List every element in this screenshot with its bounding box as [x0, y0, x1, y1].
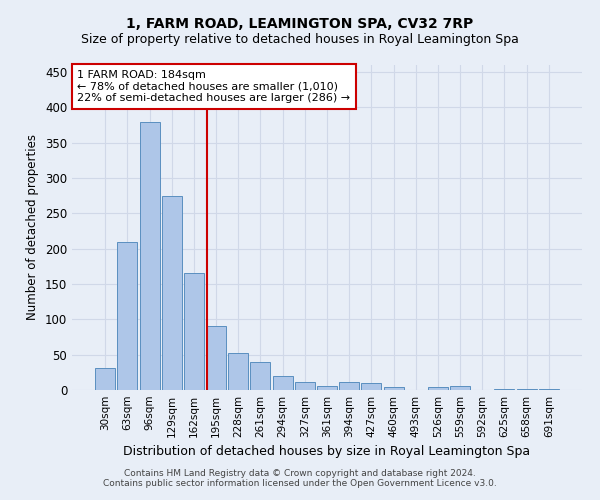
- Bar: [118, 242, 137, 390]
- Bar: [228, 354, 248, 390]
- Bar: [162, 196, 182, 390]
- Bar: [250, 362, 271, 390]
- Bar: [295, 382, 315, 390]
- Bar: [140, 122, 160, 390]
- Bar: [339, 382, 359, 390]
- Bar: [317, 386, 337, 390]
- X-axis label: Distribution of detached houses by size in Royal Leamington Spa: Distribution of detached houses by size …: [124, 446, 530, 458]
- Y-axis label: Number of detached properties: Number of detached properties: [26, 134, 40, 320]
- Text: Size of property relative to detached houses in Royal Leamington Spa: Size of property relative to detached ho…: [81, 32, 519, 46]
- Bar: [95, 368, 115, 390]
- Text: Contains HM Land Registry data © Crown copyright and database right 2024.: Contains HM Land Registry data © Crown c…: [124, 468, 476, 477]
- Text: Contains public sector information licensed under the Open Government Licence v3: Contains public sector information licen…: [103, 478, 497, 488]
- Bar: [383, 387, 404, 390]
- Bar: [539, 388, 559, 390]
- Bar: [361, 383, 382, 390]
- Bar: [494, 388, 514, 390]
- Text: 1 FARM ROAD: 184sqm
← 78% of detached houses are smaller (1,010)
22% of semi-det: 1 FARM ROAD: 184sqm ← 78% of detached ho…: [77, 70, 350, 103]
- Text: 1, FARM ROAD, LEAMINGTON SPA, CV32 7RP: 1, FARM ROAD, LEAMINGTON SPA, CV32 7RP: [127, 18, 473, 32]
- Bar: [450, 386, 470, 390]
- Bar: [272, 376, 293, 390]
- Bar: [517, 388, 536, 390]
- Bar: [184, 274, 204, 390]
- Bar: [206, 326, 226, 390]
- Bar: [428, 387, 448, 390]
